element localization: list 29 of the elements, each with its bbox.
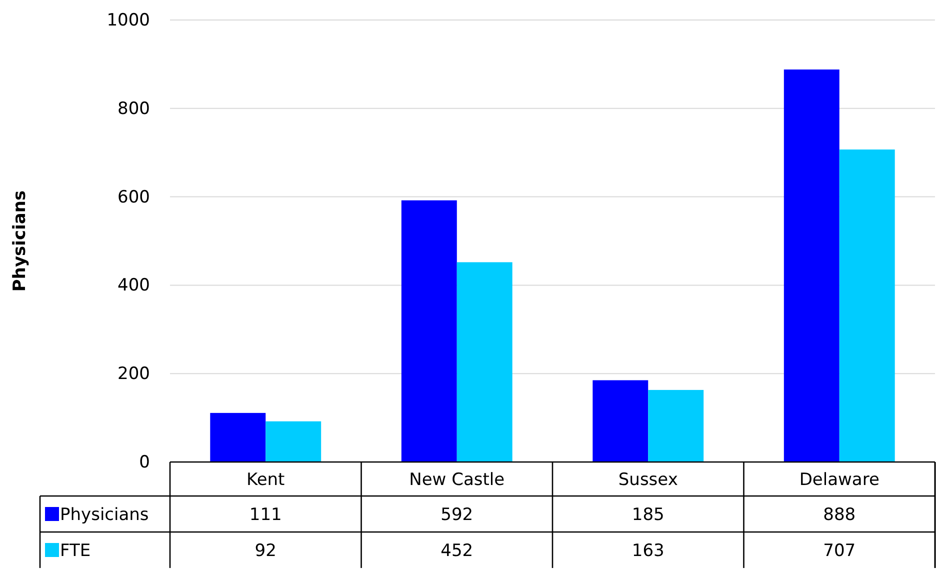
x-tick-label: Delaware <box>799 470 880 490</box>
bar <box>839 150 895 462</box>
bar <box>784 70 840 462</box>
data-label: 452 <box>440 541 474 561</box>
data-label: 888 <box>823 505 856 525</box>
bar <box>210 412 266 462</box>
data-label: 707 <box>823 541 856 561</box>
legend-label: Physicians <box>60 505 149 525</box>
y-tick-label: 200 <box>118 364 150 384</box>
data-label: 92 <box>254 541 276 561</box>
data-label: 163 <box>632 541 664 561</box>
y-tick-label: 0 <box>139 452 150 472</box>
bar <box>592 380 648 462</box>
y-tick-label: 1000 <box>106 10 150 30</box>
x-tick-label: Kent <box>246 470 286 490</box>
data-label: 111 <box>249 505 282 525</box>
y-axis-title: Physicians <box>10 190 30 292</box>
bar <box>648 390 704 462</box>
bar <box>401 200 457 462</box>
bar <box>266 421 322 462</box>
data-label: 185 <box>632 505 664 525</box>
bar <box>456 262 512 462</box>
legend-label: FTE <box>60 541 91 561</box>
y-tick-label: 600 <box>118 187 150 208</box>
data-label: 592 <box>440 505 474 525</box>
x-tick-label: Sussex <box>618 470 678 490</box>
y-tick-label: 400 <box>118 276 150 296</box>
x-tick-label: New Castle <box>409 470 505 490</box>
y-tick-label: 800 <box>118 98 150 119</box>
